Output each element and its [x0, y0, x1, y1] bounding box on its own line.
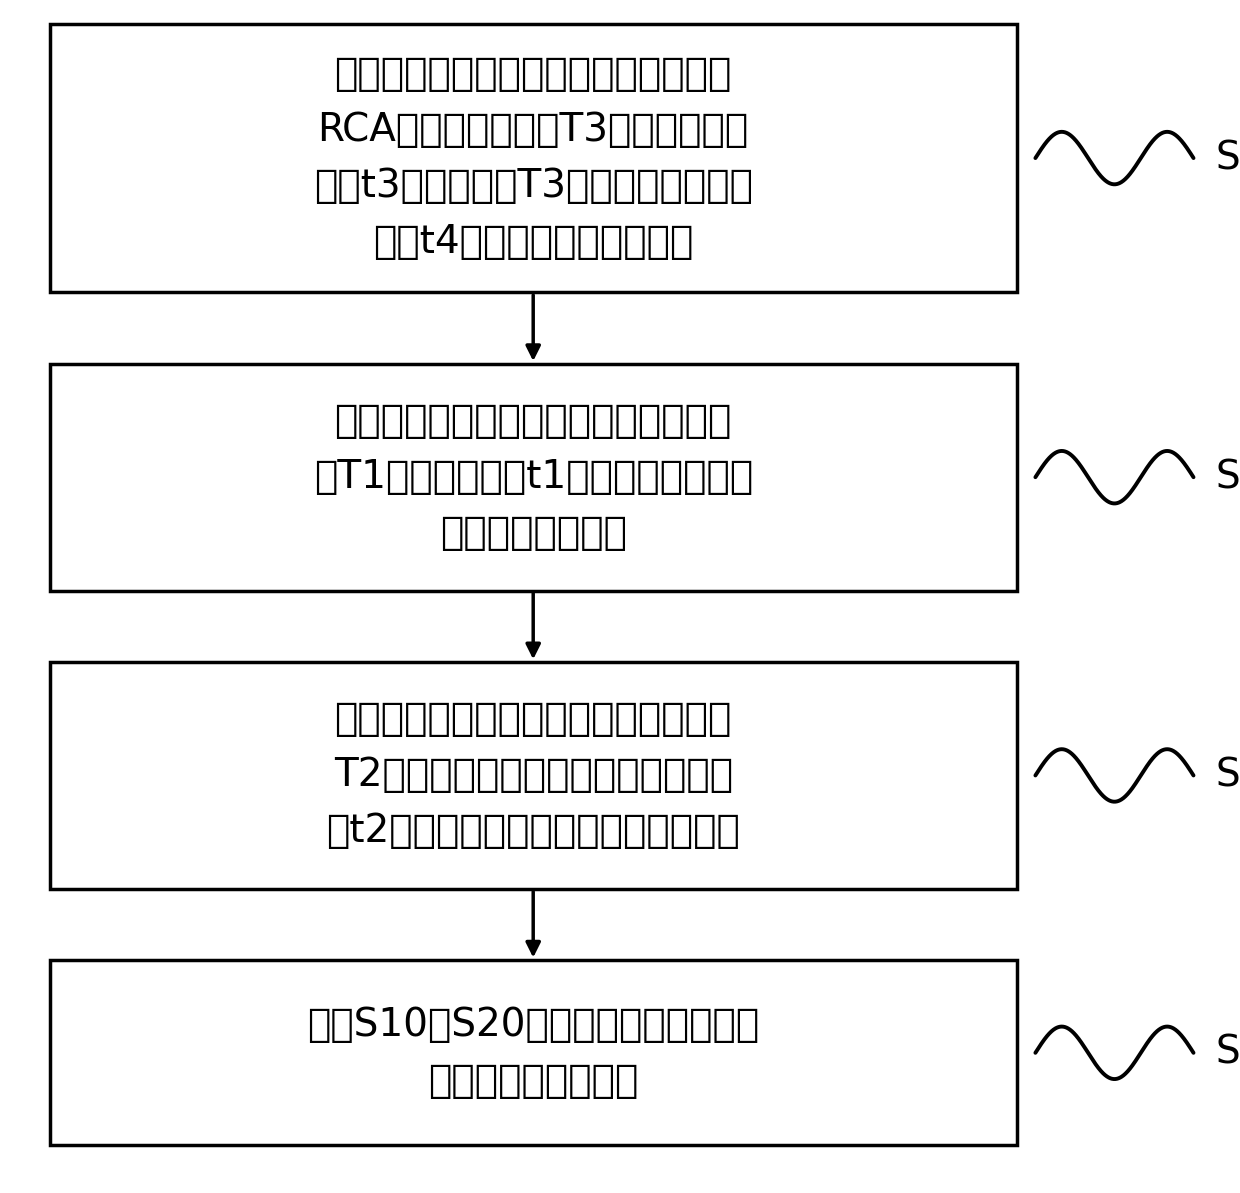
FancyBboxPatch shape [50, 24, 1017, 292]
Text: 将碳化硅外延片的碳化硅表面进行标准
RCA清洗并在温度为T3的干氧环境中
氧化t3分钟，保持T3温度在氮气环境中
退火t4分钟，自然冷却至室温: 将碳化硅外延片的碳化硅表面进行标准 RCA清洗并在温度为T3的干氧环境中 氧化t… [314, 55, 753, 261]
FancyBboxPatch shape [50, 364, 1017, 591]
FancyBboxPatch shape [50, 662, 1017, 889]
Text: S10: S10 [1216, 458, 1240, 496]
Text: 在第二腔室中，将所述硅膜层在温度为
T2的氧气氛中进行热氧化，氧化时长
为t2分钟，使硅膜层氧化成二氧化硅层: 在第二腔室中，将所述硅膜层在温度为 T2的氧气氛中进行热氧化，氧化时长 为t2分… [326, 700, 740, 851]
Text: S30: S30 [1216, 1034, 1240, 1071]
Text: S00: S00 [1216, 140, 1240, 177]
Text: 在第一腔室中将碳化硅外延片通入温度
为T1的硅烷气氛中t1分钟，使所述碳化
硅表面形成硅膜层: 在第一腔室中将碳化硅外延片通入温度 为T1的硅烷气氛中t1分钟，使所述碳化 硅表… [314, 402, 753, 552]
FancyBboxPatch shape [50, 960, 1017, 1145]
Text: S20: S20 [1216, 756, 1240, 795]
Text: 重复S10和S20，直到所述二氧化硅层
的厚度达到预设阈值: 重复S10和S20，直到所述二氧化硅层 的厚度达到预设阈值 [308, 1006, 759, 1100]
